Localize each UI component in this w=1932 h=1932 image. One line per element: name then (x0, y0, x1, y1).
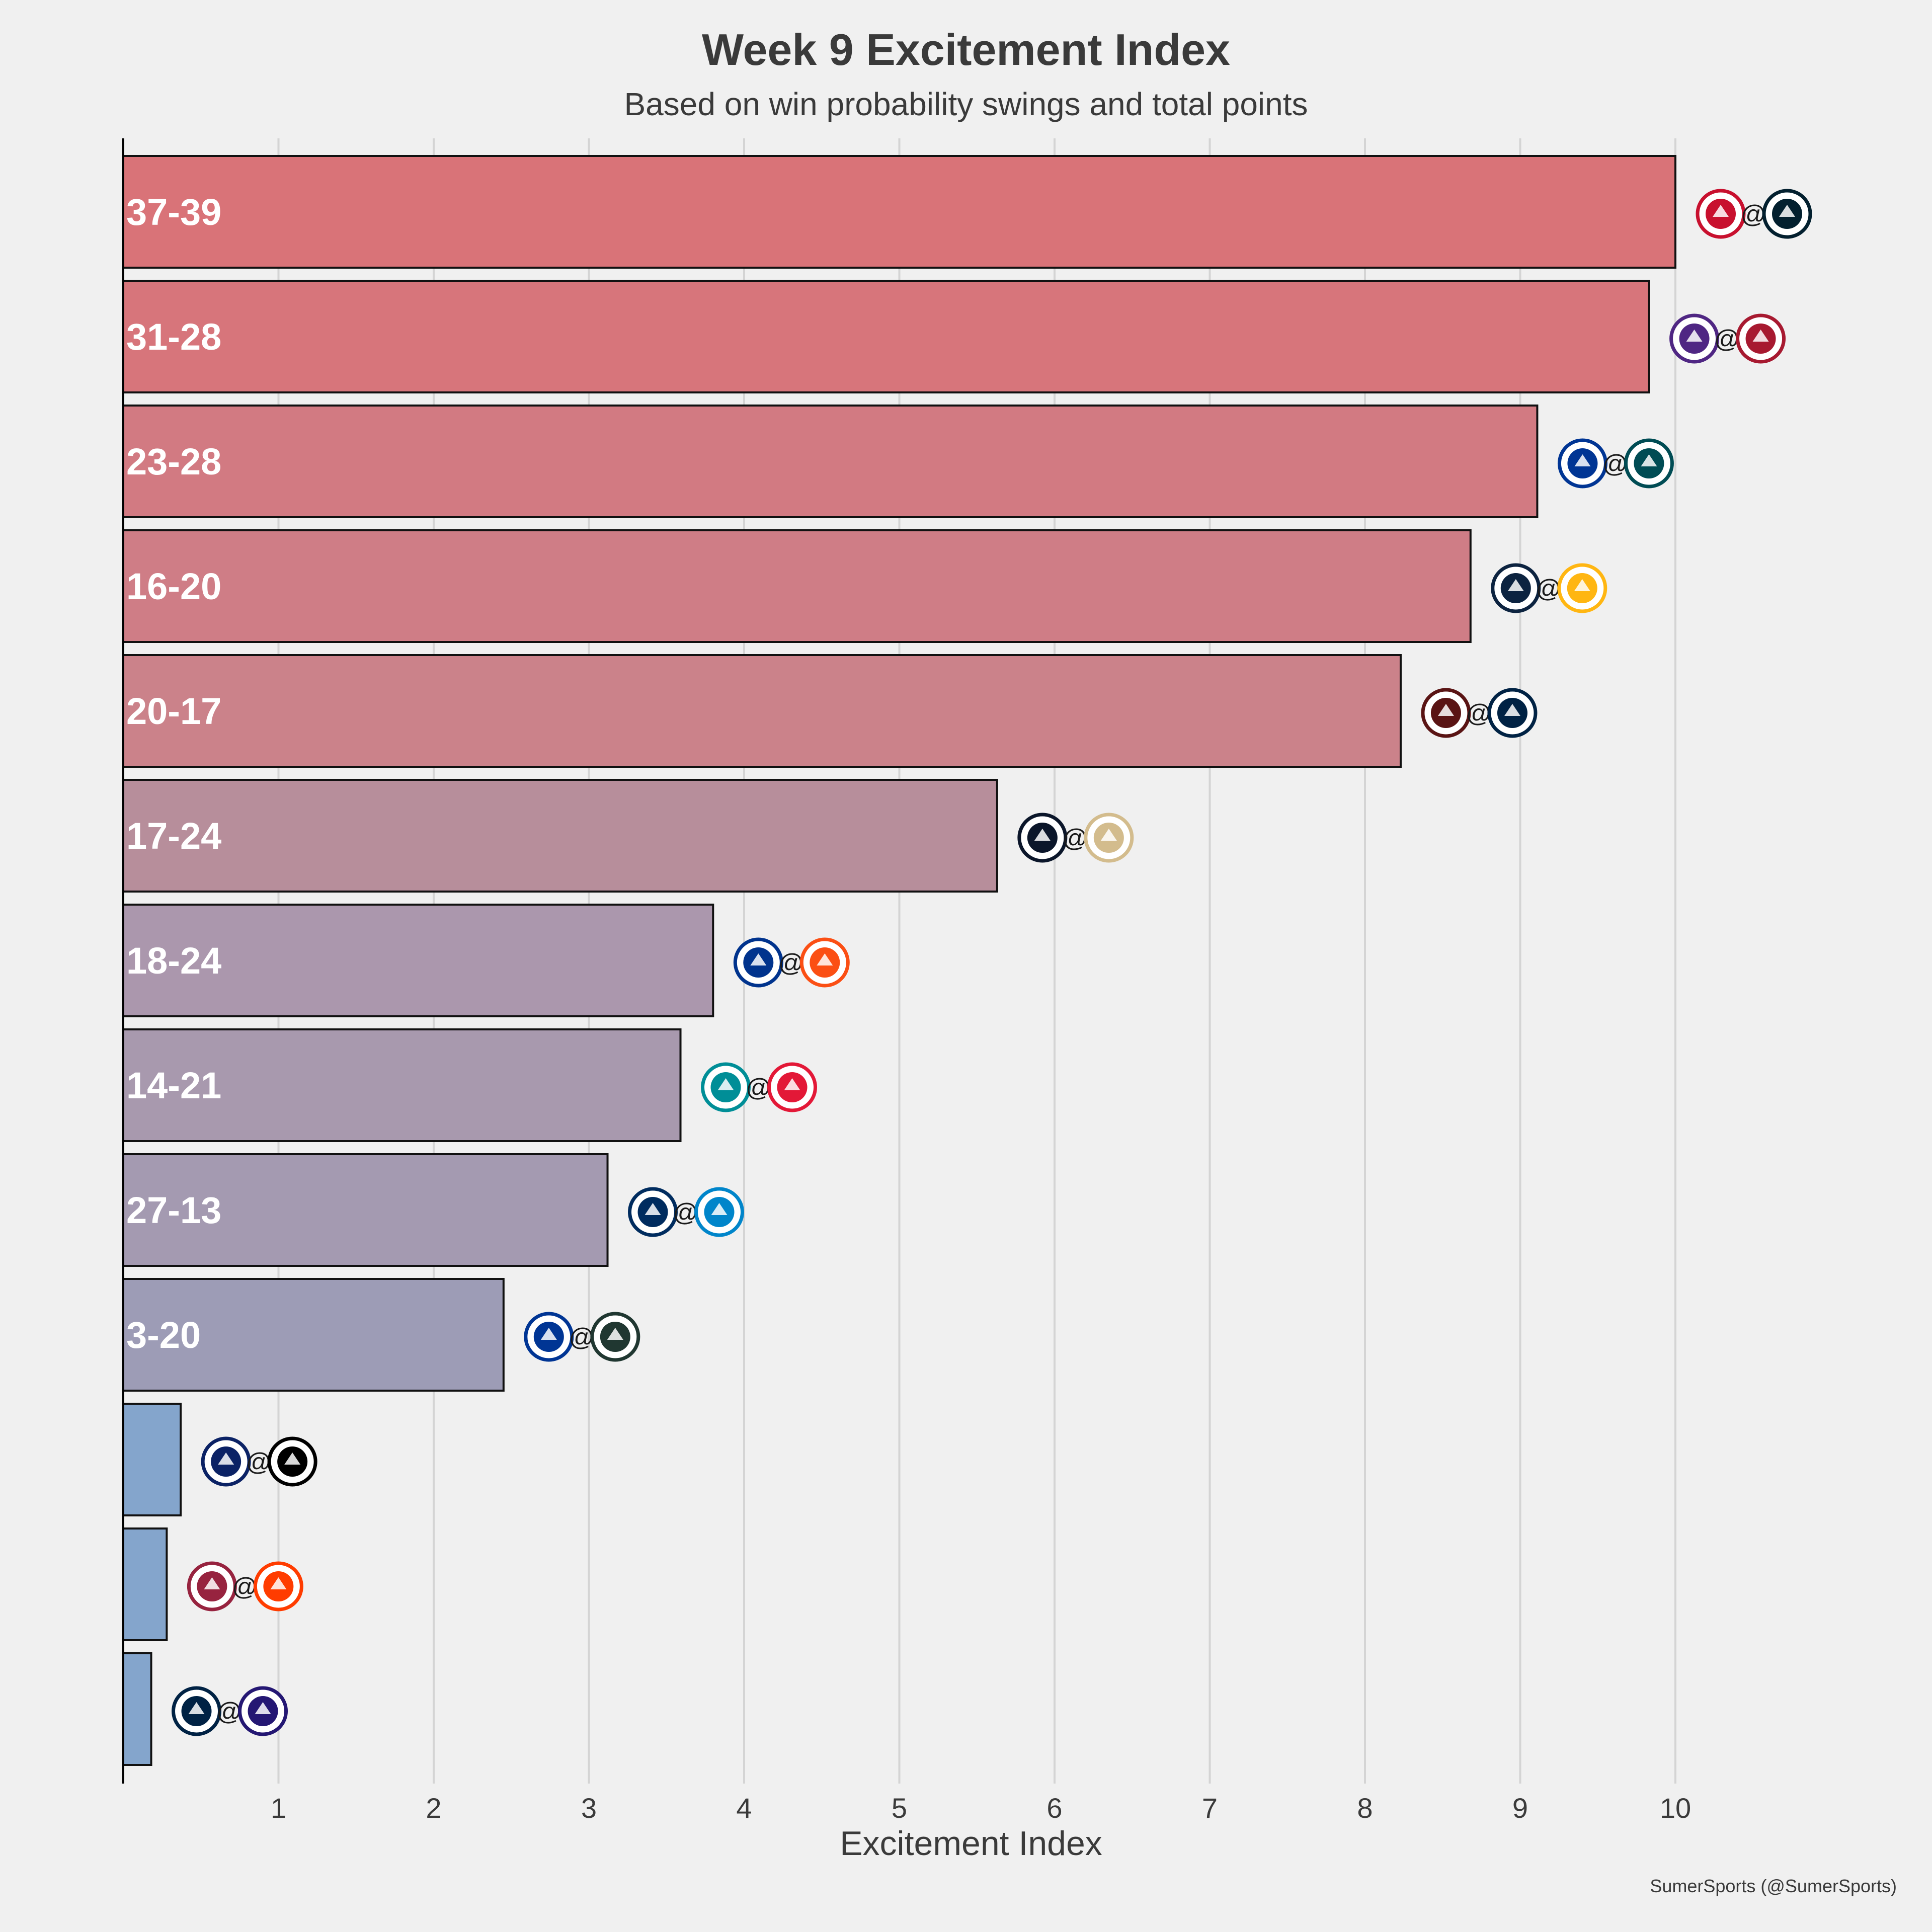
source-credit: SumerSports (@SumerSports) (1650, 1876, 1897, 1896)
at-separator: @ (1536, 575, 1561, 603)
patriots-logo-icon (1487, 688, 1538, 738)
rams-logo-icon (524, 1312, 574, 1362)
chart-subtitle: Based on win probability swings and tota… (624, 86, 1308, 122)
buccaneers-logo-icon (1696, 189, 1746, 239)
packers-logo-icon (590, 1312, 640, 1362)
score-label: 18-24 (126, 940, 221, 982)
at-separator: @ (232, 1573, 258, 1601)
panthers-logo-icon (694, 1187, 745, 1237)
titans-logo-icon (1491, 563, 1541, 613)
dolphins-logo-icon (701, 1062, 751, 1112)
vikings-logo-icon (1669, 313, 1720, 364)
ravens-logo-icon (238, 1686, 288, 1736)
bar-10 (122, 1403, 182, 1516)
x-tick-label: 3 (581, 1792, 597, 1824)
commanders-logo-icon (1421, 688, 1471, 738)
score-label: 31-28 (126, 316, 221, 358)
at-separator: @ (1466, 699, 1492, 728)
score-label: 37-39 (126, 191, 221, 233)
bar-11 (122, 1527, 168, 1641)
x-tick-label: 7 (1202, 1792, 1218, 1824)
at-separator: @ (1062, 824, 1088, 852)
at-separator: @ (1741, 200, 1766, 228)
x-tick-label: 9 (1512, 1792, 1528, 1824)
bar-8 (122, 1153, 609, 1267)
at-separator: @ (778, 949, 804, 977)
x-tick-label: 10 (1660, 1792, 1691, 1824)
eagles-logo-icon (1624, 438, 1674, 489)
x-axis-ticks: 1 2 3 4 5 6 7 8 9 10 (271, 1792, 1691, 1824)
chart-title: Week 9 Excitement Index (702, 25, 1230, 74)
x-tick-label: 8 (1357, 1792, 1373, 1824)
bar-7 (122, 1028, 682, 1142)
bar-1 (122, 280, 1650, 393)
bar-5 (122, 779, 998, 893)
seahawks-logo-icon (172, 1686, 222, 1736)
score-label: 17-24 (126, 815, 221, 857)
bills-logo-icon (733, 937, 783, 988)
bar-2 (122, 405, 1539, 518)
bears-logo-icon (1017, 813, 1068, 863)
score-label: 14-21 (126, 1065, 221, 1106)
bar-3 (122, 529, 1472, 643)
raiders-logo-icon (267, 1436, 317, 1487)
at-separator: @ (746, 1074, 771, 1102)
x-tick-label: 2 (426, 1792, 441, 1824)
x-tick-label: 6 (1046, 1792, 1062, 1824)
cowboys-logo-icon (1557, 438, 1607, 489)
bar-12 (122, 1652, 152, 1766)
at-separator: @ (216, 1698, 242, 1726)
score-label: 23-28 (126, 441, 221, 482)
steelers-logo-icon (1557, 563, 1607, 613)
x-tick-label: 1 (271, 1792, 286, 1824)
score-label: 27-13 (126, 1189, 221, 1231)
at-separator: @ (673, 1198, 698, 1227)
score-label: 16-20 (126, 566, 221, 607)
bengals-logo-icon (799, 937, 850, 988)
score-label: 3-20 (126, 1314, 201, 1356)
at-separator: @ (1714, 325, 1740, 353)
bar-9 (122, 1278, 505, 1392)
cardinals-logo-icon (187, 1561, 237, 1612)
colts-logo-icon (628, 1187, 678, 1237)
at-separator: @ (1602, 450, 1628, 478)
bar-6 (122, 904, 714, 1017)
chiefs-logo-icon (767, 1062, 818, 1112)
team-logos: @ @ @ @ @ @ @ @ @ @ @ @ @ (172, 189, 1812, 1736)
x-tick-label: 4 (736, 1792, 752, 1824)
at-separator: @ (246, 1448, 272, 1476)
texans-logo-icon (1762, 189, 1812, 239)
falcons-logo-icon (1736, 313, 1786, 364)
x-tick-label: 5 (892, 1792, 907, 1824)
at-separator: @ (569, 1323, 594, 1351)
browns-logo-icon (253, 1561, 303, 1612)
bar-4 (122, 654, 1402, 768)
bars: 37-39 31-28 23-28 16-20 20-17 17-24 18-24 14-21… (122, 155, 1676, 1766)
saints-logo-icon (1084, 813, 1134, 863)
giants-logo-icon (201, 1436, 251, 1487)
score-label: 20-17 (126, 690, 221, 732)
x-axis-label: Excitement Index (840, 1824, 1102, 1863)
bar-0 (122, 155, 1676, 269)
